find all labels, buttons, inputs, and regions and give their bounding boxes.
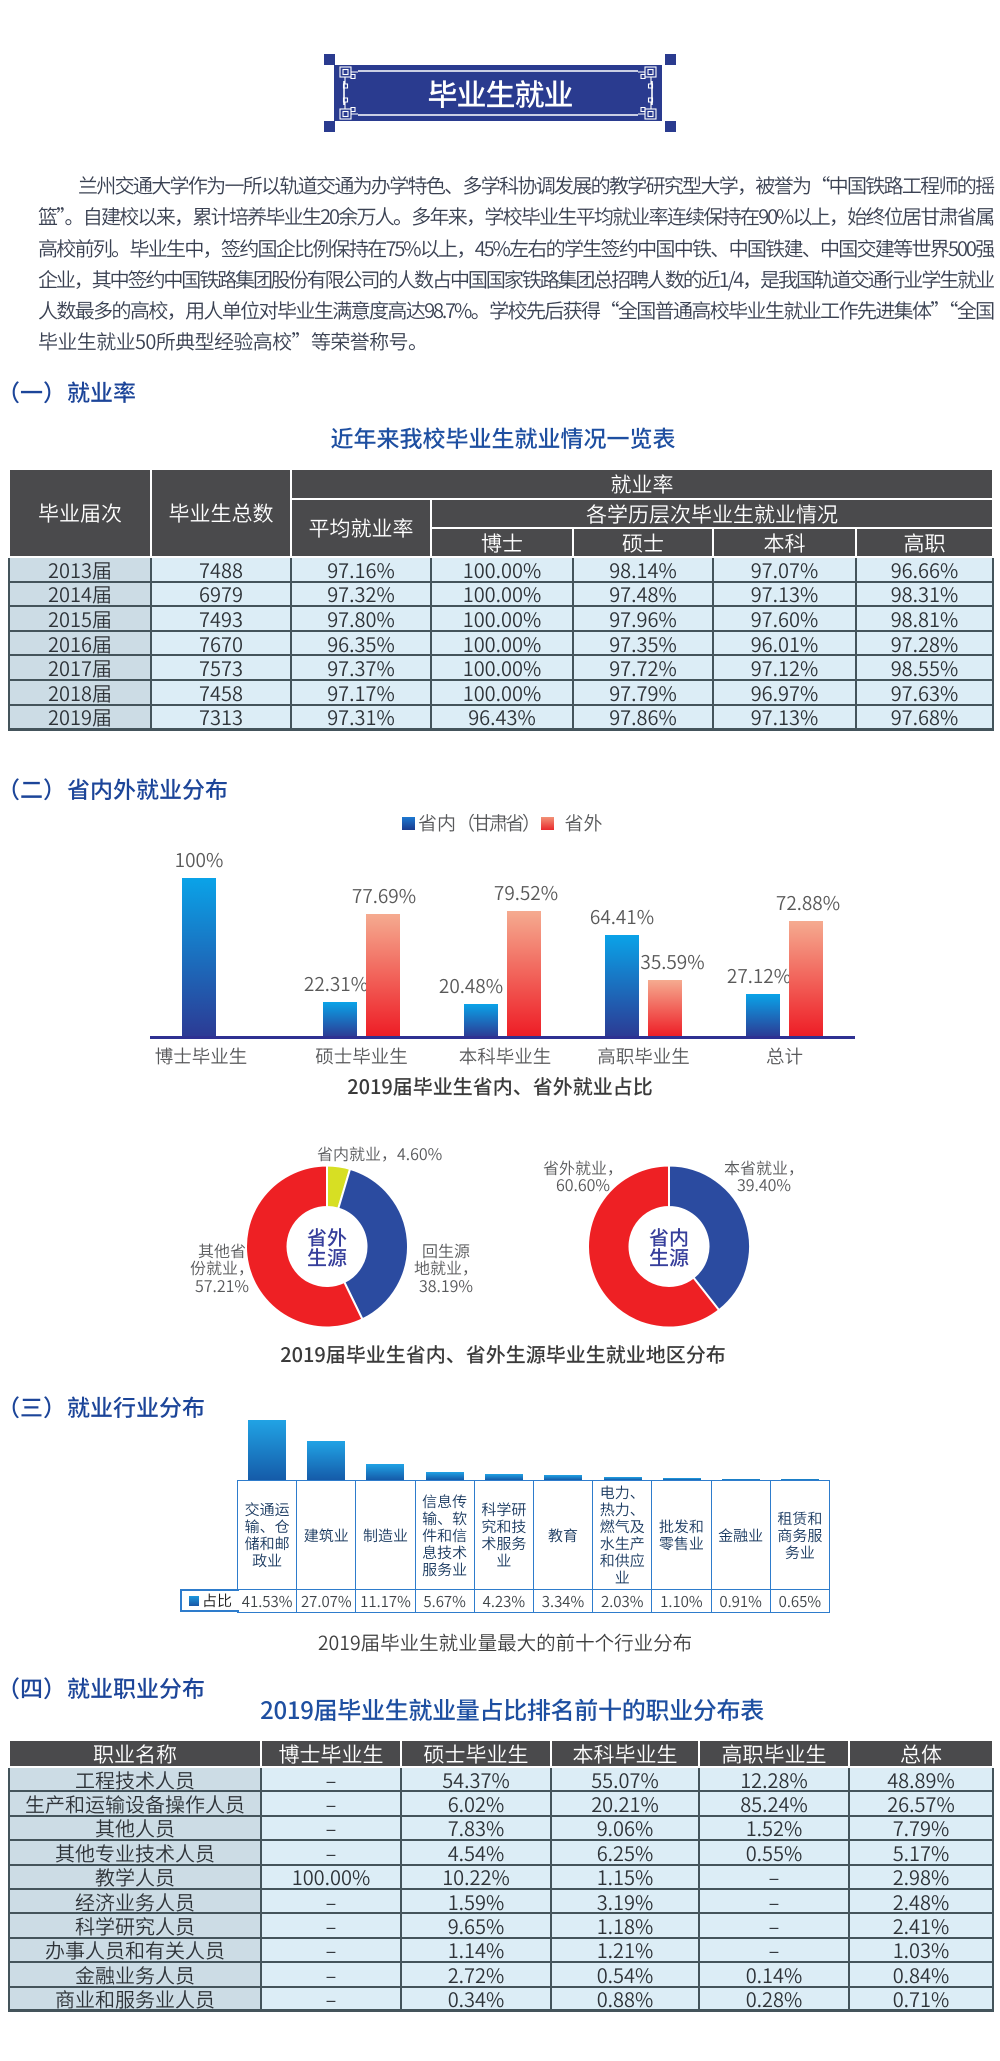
svg-text:毕业生就业: 毕业生就业 bbox=[428, 71, 573, 115]
